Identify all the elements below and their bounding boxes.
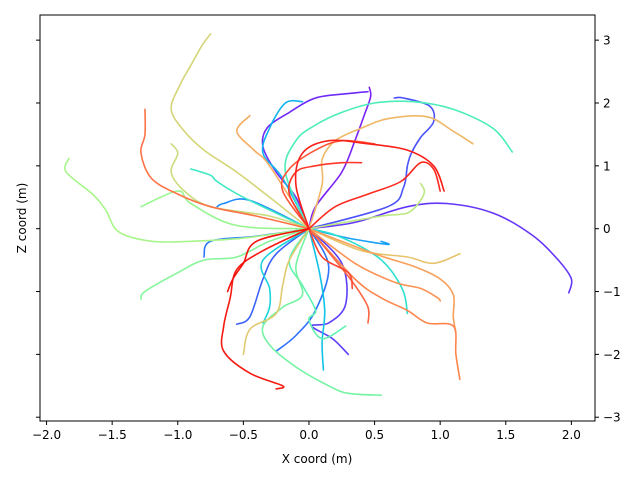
trajectory-line-6 xyxy=(236,227,310,325)
trajectory-line-23 xyxy=(170,143,310,230)
y-right-tick-label: −2 xyxy=(603,348,621,362)
trajectory-line-21 xyxy=(64,157,310,243)
x-tick-label: 2.0 xyxy=(562,428,581,442)
trajectory-line-40 xyxy=(226,227,310,293)
trajectory-line-5 xyxy=(308,96,436,230)
x-tick-label: 0.5 xyxy=(365,428,384,442)
trajectory-line-37 xyxy=(308,161,441,230)
trajectory-line-14 xyxy=(308,227,409,315)
trajectory-line-22 xyxy=(308,182,426,230)
trajectory-line-39 xyxy=(220,227,310,390)
trajectory-line-13 xyxy=(260,227,310,324)
trajectory-line-18 xyxy=(261,227,382,396)
trajectory-line-1 xyxy=(308,86,372,230)
trajectory-line-25 xyxy=(242,227,310,356)
trajectory-line-35 xyxy=(308,227,354,290)
trajectory-line-19 xyxy=(140,227,310,300)
trajectory-line-9 xyxy=(216,198,310,230)
trajectory-line-26 xyxy=(308,227,461,265)
trajectory-line-28 xyxy=(236,114,310,230)
plot-frame xyxy=(39,14,596,422)
x-tick-label: −1.0 xyxy=(163,428,192,442)
x-tick-label: −0.5 xyxy=(229,428,258,442)
trajectory-line-20 xyxy=(140,190,310,230)
trajectory-line-24 xyxy=(170,33,310,230)
trajectory-line-16 xyxy=(284,100,514,230)
x-tick-label: −1.5 xyxy=(98,428,127,442)
trajectory-line-31 xyxy=(308,227,461,381)
y-axis-label: Z coord (m) xyxy=(15,183,29,254)
series-layer xyxy=(64,33,573,396)
trajectory-line-32 xyxy=(140,108,310,230)
x-tick-label: −2.0 xyxy=(32,428,61,442)
trajectory-line-33 xyxy=(308,227,370,324)
trajectory-line-11 xyxy=(261,99,310,230)
y-right-tick-label: 3 xyxy=(603,34,611,48)
y-axis-right-ticks: −3 −2 −1 0 1 2 3 xyxy=(595,34,621,425)
trajectory-line-30 xyxy=(308,227,441,302)
y-right-tick-label: −3 xyxy=(603,411,621,425)
trajectory-line-12 xyxy=(308,227,326,371)
x-tick-label: 1.5 xyxy=(496,428,515,442)
x-tick-label: 0.0 xyxy=(299,428,318,442)
trajectory-line-29 xyxy=(308,227,457,334)
trajectory-line-38 xyxy=(294,139,445,230)
x-tick-label: 1.0 xyxy=(431,428,450,442)
trajectory-line-4 xyxy=(308,227,350,356)
y-right-tick-label: 0 xyxy=(603,222,611,236)
x-axis-label: X coord (m) xyxy=(282,452,353,466)
y-axis-left-ticks xyxy=(36,39,40,418)
y-right-tick-label: 1 xyxy=(603,159,611,173)
y-right-tick-label: 2 xyxy=(603,96,611,110)
x-axis-ticks: −2.0 −1.5 −1.0 −0.5 0.0 0.5 1.0 1.5 2.0 xyxy=(32,421,581,442)
y-right-tick-label: −1 xyxy=(603,285,621,299)
trajectory-line-15 xyxy=(190,168,310,230)
trajectory-line-36 xyxy=(287,161,363,230)
trajectory-line-27 xyxy=(308,115,474,230)
